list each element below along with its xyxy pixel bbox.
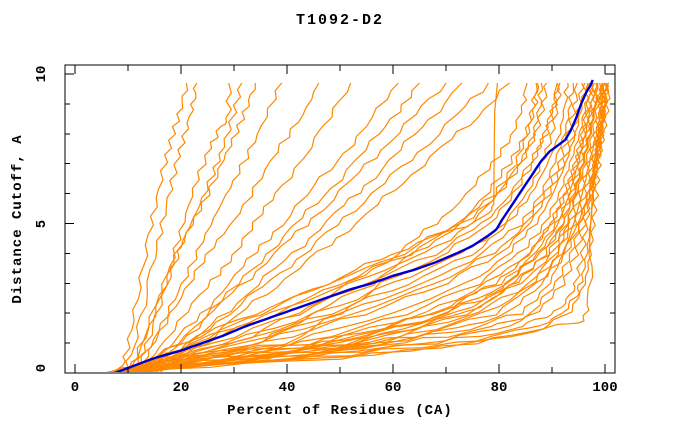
model-curve xyxy=(144,82,399,372)
model-curve xyxy=(150,82,489,372)
model-curve xyxy=(116,82,189,372)
x-axis-label: Percent of Residues (CA) xyxy=(227,403,453,419)
y-tick-label: 10 xyxy=(34,65,50,83)
x-tick-label: 0 xyxy=(70,380,80,396)
highlight-curve xyxy=(114,79,594,372)
model-curve xyxy=(118,82,560,372)
y-tick-label: 0 xyxy=(34,363,50,373)
x-tick-label: 40 xyxy=(278,380,296,396)
model-curve xyxy=(106,82,597,372)
model-curve xyxy=(117,82,599,372)
y-tick-label: 5 xyxy=(34,219,50,229)
model-curve xyxy=(108,82,610,372)
model-curve xyxy=(133,82,320,372)
model-curve xyxy=(112,82,599,372)
model-curve xyxy=(155,82,463,372)
model-curve xyxy=(125,82,585,372)
chart-title: T1092-D2 xyxy=(295,12,384,29)
model-curve xyxy=(128,82,498,372)
model-curve xyxy=(138,82,447,372)
model-curve xyxy=(133,82,243,372)
model-curve xyxy=(107,82,588,372)
model-curve xyxy=(113,82,605,372)
model-curve xyxy=(116,82,569,372)
model-curve xyxy=(111,82,595,372)
model-curve xyxy=(128,82,538,372)
model-curve xyxy=(114,82,604,372)
x-tick-label: 100 xyxy=(592,380,618,396)
model-curve xyxy=(127,82,256,372)
model-curve xyxy=(138,82,283,372)
model-curve xyxy=(159,82,510,372)
x-tick-label: 20 xyxy=(172,380,190,396)
model-curves xyxy=(105,79,611,372)
model-curve xyxy=(118,82,604,372)
model-curve xyxy=(122,82,198,372)
x-tick-label: 80 xyxy=(490,380,508,396)
x-tick-label: 60 xyxy=(384,380,402,396)
model-curve xyxy=(121,82,579,372)
model-curve xyxy=(106,82,593,372)
model-curve xyxy=(149,82,420,372)
model-curve xyxy=(123,82,548,372)
y-axis-label: Distance Cutoff, A xyxy=(10,134,26,304)
model-curve xyxy=(115,82,607,372)
model-curve xyxy=(138,82,352,372)
model-curve xyxy=(127,82,233,372)
axes-frame xyxy=(64,64,616,374)
model-curve xyxy=(116,82,608,372)
